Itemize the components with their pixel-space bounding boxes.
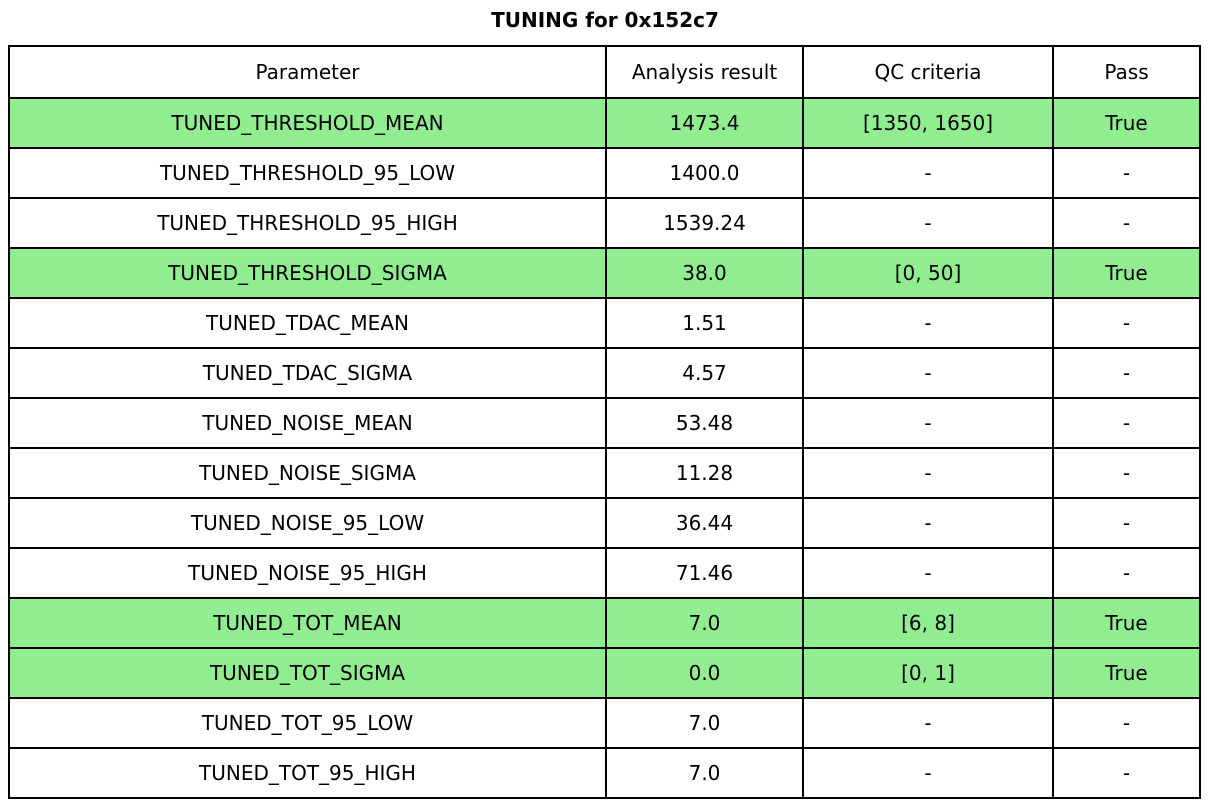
table-row: TUNED_NOISE_SIGMA 11.28- - bbox=[8, 447, 1201, 499]
pass-cell: - bbox=[1052, 747, 1201, 799]
qc-criteria-cell: - bbox=[802, 147, 1054, 199]
table-row: TUNED_TOT_SIGMA 0.0 [0, 1] True bbox=[8, 647, 1201, 699]
qc-criteria-cell: - bbox=[802, 697, 1054, 749]
pass-cell: True bbox=[1052, 97, 1201, 149]
parameter-cell: TUNED_THRESHOLD_95_HIGH bbox=[8, 197, 607, 249]
table-row: TUNED_THRESHOLD_SIGMA 38.0 [0, 50] True bbox=[8, 247, 1201, 299]
qc-criteria-cell: [0, 1] bbox=[802, 647, 1054, 699]
analysis-result-cell: 7.0 bbox=[605, 597, 804, 649]
analysis-result-cell: 11.28 bbox=[605, 447, 804, 499]
pass-cell: - bbox=[1052, 447, 1201, 499]
parameter-cell: TUNED_THRESHOLD_MEAN bbox=[8, 97, 607, 149]
parameter-cell: TUNED_TOT_95_LOW bbox=[8, 697, 607, 749]
qc-criteria-cell: [0, 50] bbox=[802, 247, 1054, 299]
column-header-qc-criteria: QC criteria bbox=[802, 45, 1054, 99]
table-row: TUNED_THRESHOLD_95_LOW 1400.0- - bbox=[8, 147, 1201, 199]
table-row: TUNED_TOT_95_HIGH 7.0- - bbox=[8, 747, 1201, 799]
parameter-cell: TUNED_TDAC_MEAN bbox=[8, 297, 607, 349]
column-header-pass: Pass bbox=[1052, 45, 1201, 99]
table-row: TUNED_TOT_MEAN 7.0 [6, 8] True bbox=[8, 597, 1201, 649]
parameter-cell: TUNED_TOT_MEAN bbox=[8, 597, 607, 649]
analysis-result-cell: 1539.24 bbox=[605, 197, 804, 249]
column-header-analysis-result: Analysis result bbox=[605, 45, 804, 99]
parameter-cell: TUNED_NOISE_SIGMA bbox=[8, 447, 607, 499]
analysis-result-cell: 1473.4 bbox=[605, 97, 804, 149]
parameter-cell: TUNED_NOISE_95_HIGH bbox=[8, 547, 607, 599]
pass-cell: - bbox=[1052, 547, 1201, 599]
figure-title: TUNING for 0x152c7 bbox=[491, 8, 719, 32]
analysis-result-cell: 71.46 bbox=[605, 547, 804, 599]
qc-criteria-cell: [1350, 1650] bbox=[802, 97, 1054, 149]
analysis-result-cell: 4.57 bbox=[605, 347, 804, 399]
pass-cell: True bbox=[1052, 247, 1201, 299]
table-row: TUNED_NOISE_95_HIGH 71.46- - bbox=[8, 547, 1201, 599]
qc-criteria-cell: - bbox=[802, 447, 1054, 499]
qc-criteria-cell: - bbox=[802, 347, 1054, 399]
table-row: TUNED_NOISE_95_LOW 36.44- - bbox=[8, 497, 1201, 549]
table-row: TUNED_TOT_95_LOW 7.0- - bbox=[8, 697, 1201, 749]
pass-cell: - bbox=[1052, 147, 1201, 199]
parameter-cell: TUNED_TOT_SIGMA bbox=[8, 647, 607, 699]
table-row: TUNED_TDAC_MEAN 1.51- - bbox=[8, 297, 1201, 349]
qc-criteria-cell: - bbox=[802, 397, 1054, 449]
pass-cell: True bbox=[1052, 647, 1201, 699]
parameter-cell: TUNED_NOISE_95_LOW bbox=[8, 497, 607, 549]
table-row: TUNED_THRESHOLD_MEAN 1473.4 [1350, 1650] Tr… bbox=[8, 97, 1201, 149]
qc-results-table: Parameter Analysis result QC criteria Pa… bbox=[8, 45, 1201, 799]
table-row: TUNED_THRESHOLD_95_HIGH 1539.24- - bbox=[8, 197, 1201, 249]
table-row: TUNED_TDAC_SIGMA 4.57- - bbox=[8, 347, 1201, 399]
analysis-result-cell: 0.0 bbox=[605, 647, 804, 699]
analysis-result-cell: 36.44 bbox=[605, 497, 804, 549]
qc-criteria-cell: - bbox=[802, 497, 1054, 549]
qc-criteria-cell: - bbox=[802, 547, 1054, 599]
parameter-cell: TUNED_THRESHOLD_95_LOW bbox=[8, 147, 607, 199]
qc-criteria-cell: [6, 8] bbox=[802, 597, 1054, 649]
parameter-cell: TUNED_NOISE_MEAN bbox=[8, 397, 607, 449]
pass-cell: - bbox=[1052, 397, 1201, 449]
analysis-result-cell: 1400.0 bbox=[605, 147, 804, 199]
parameter-cell: TUNED_THRESHOLD_SIGMA bbox=[8, 247, 607, 299]
pass-cell: True bbox=[1052, 597, 1201, 649]
analysis-result-cell: 1.51 bbox=[605, 297, 804, 349]
parameter-cell: TUNED_TDAC_SIGMA bbox=[8, 347, 607, 399]
qc-criteria-cell: - bbox=[802, 197, 1054, 249]
analysis-result-cell: 7.0 bbox=[605, 747, 804, 799]
pass-cell: - bbox=[1052, 347, 1201, 399]
analysis-result-cell: 7.0 bbox=[605, 697, 804, 749]
pass-cell: - bbox=[1052, 297, 1201, 349]
table-body: TUNED_THRESHOLD_MEAN 1473.4 [1350, 1650] Tr… bbox=[8, 97, 1201, 799]
analysis-result-cell: 38.0 bbox=[605, 247, 804, 299]
qc-criteria-cell: - bbox=[802, 297, 1054, 349]
pass-cell: - bbox=[1052, 697, 1201, 749]
pass-cell: - bbox=[1052, 197, 1201, 249]
analysis-result-cell: 53.48 bbox=[605, 397, 804, 449]
qc-criteria-cell: - bbox=[802, 747, 1054, 799]
header-row: Parameter Analysis result QC criteria Pa… bbox=[8, 45, 1201, 99]
table-row: TUNED_NOISE_MEAN 53.48- - bbox=[8, 397, 1201, 449]
column-header-parameter: Parameter bbox=[8, 45, 607, 99]
parameter-cell: TUNED_TOT_95_HIGH bbox=[8, 747, 607, 799]
pass-cell: - bbox=[1052, 497, 1201, 549]
